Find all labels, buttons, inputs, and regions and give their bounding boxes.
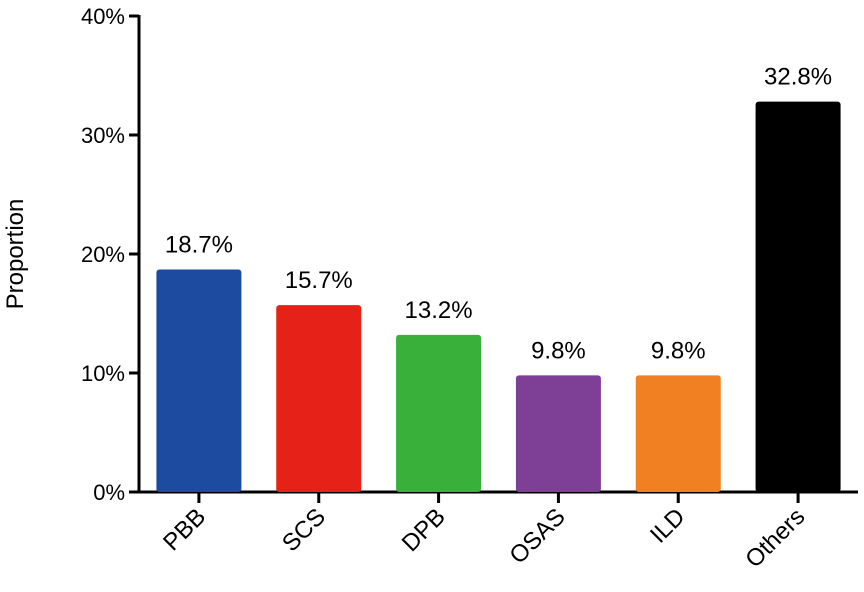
bar-value-label: 32.8%	[764, 64, 832, 91]
bar-others	[755, 101, 841, 493]
category-label: DPB	[397, 503, 451, 557]
y-tick-label: 20%	[81, 242, 125, 267]
bar-value-label: 9.8%	[651, 337, 706, 364]
bar-pbb	[156, 269, 242, 492]
y-tick-label: 10%	[81, 361, 125, 386]
y-tick-label: 0%	[93, 480, 125, 505]
y-axis-title: Proportion	[2, 199, 29, 310]
y-tick-label: 30%	[81, 123, 125, 148]
bar-value-label: 15.7%	[285, 267, 353, 294]
bar-value-label: 9.8%	[531, 337, 586, 364]
bar-scs	[276, 305, 362, 492]
bar-value-labels: 18.7% 15.7% 13.2% 9.8% 9.8% 32.8%	[165, 64, 832, 365]
category-label: OSAS	[504, 503, 570, 569]
bar-ild	[635, 375, 721, 492]
bar-value-label: 18.7%	[165, 231, 233, 258]
category-label: Others	[740, 503, 810, 573]
category-labels: PBB SCS DPB OSAS ILD Others	[158, 503, 810, 573]
bar-dpb	[396, 334, 482, 492]
category-label: SCS	[277, 503, 331, 557]
bars	[156, 101, 841, 493]
x-axis	[138, 490, 858, 503]
category-label: PBB	[158, 503, 211, 556]
bar-value-label: 13.2%	[405, 297, 473, 324]
y-tick-label: 40%	[81, 4, 125, 29]
category-label: ILD	[645, 503, 691, 549]
bar-osas	[515, 375, 601, 492]
y-axis: 0% 10% 20% 30% 40%	[81, 4, 141, 505]
